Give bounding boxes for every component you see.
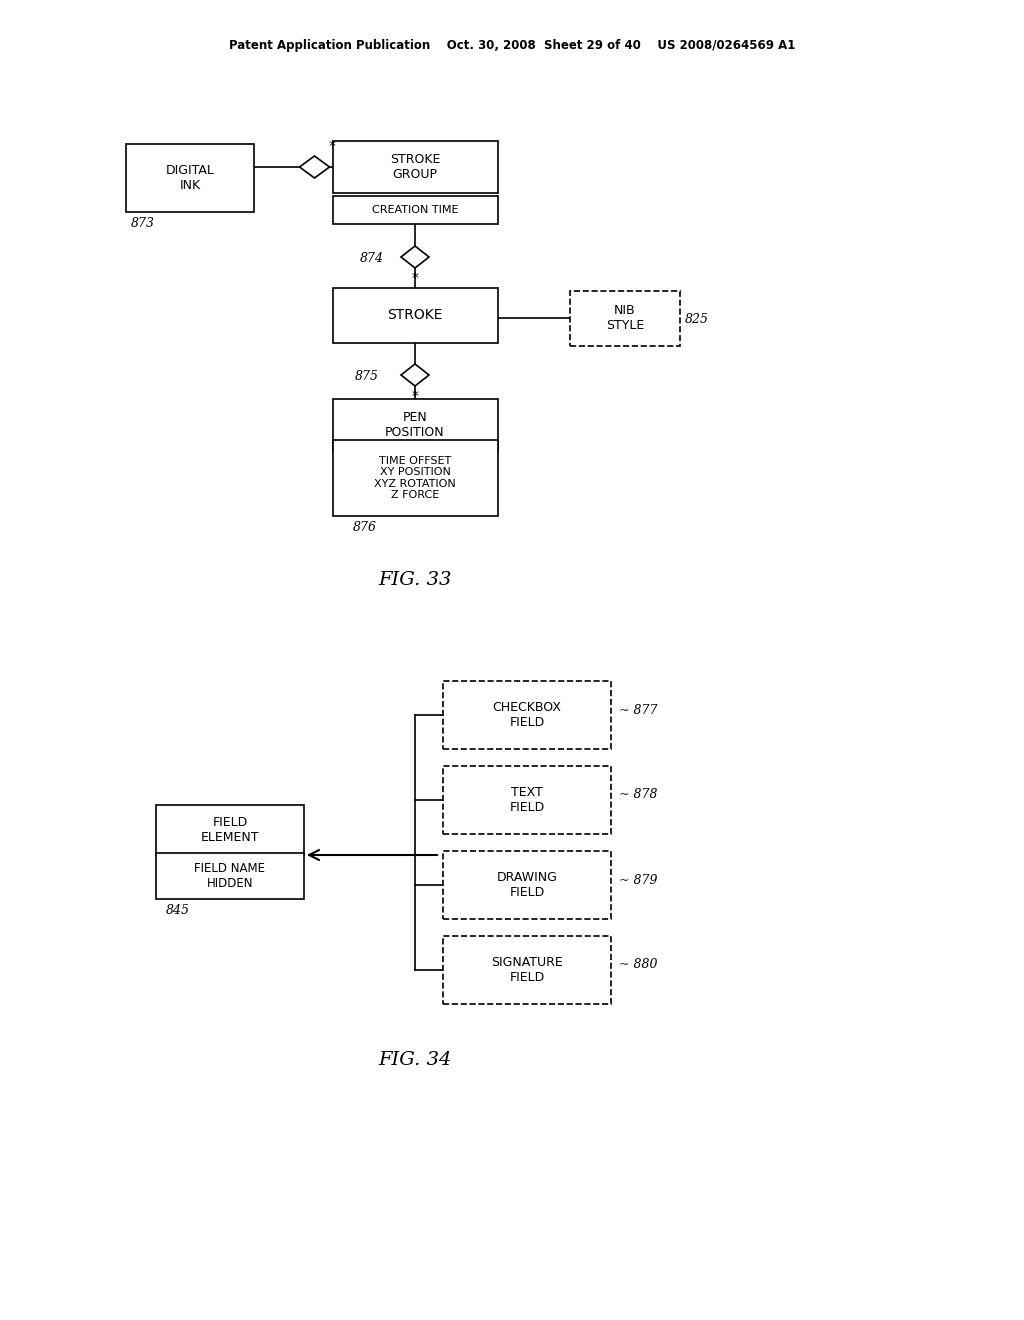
Text: FIELD
ELEMENT: FIELD ELEMENT [201, 816, 259, 843]
Bar [333, 141, 498, 193]
Bar [443, 766, 611, 834]
Text: *: * [412, 271, 419, 285]
Text: 873: 873 [131, 216, 155, 230]
Text: NIB
STYLE: NIB STYLE [606, 304, 644, 333]
Text: Patent Application Publication    Oct. 30, 2008  Sheet 29 of 40    US 2008/02645: Patent Application Publication Oct. 30, … [228, 38, 796, 51]
Text: SIGNATURE
FIELD: SIGNATURE FIELD [492, 956, 563, 983]
Text: TIME OFFSET
XY POSITION
XYZ ROTATION
Z FORCE: TIME OFFSET XY POSITION XYZ ROTATION Z F… [374, 455, 456, 500]
Text: 845: 845 [166, 904, 190, 917]
Text: DIGITAL
INK: DIGITAL INK [166, 164, 214, 191]
Text: PEN
POSITION: PEN POSITION [385, 411, 444, 440]
Text: ~ 879: ~ 879 [618, 874, 657, 887]
Text: FIG. 34: FIG. 34 [378, 1051, 452, 1069]
Text: FIELD NAME
HIDDEN: FIELD NAME HIDDEN [195, 862, 265, 890]
Bar [333, 440, 498, 516]
Bar [333, 399, 498, 451]
Text: DRAWING
FIELD: DRAWING FIELD [497, 871, 557, 899]
Text: ~ 878: ~ 878 [618, 788, 657, 801]
Text: STROKE: STROKE [387, 308, 442, 322]
Bar [333, 288, 498, 342]
Text: FIG. 33: FIG. 33 [378, 572, 452, 589]
Text: 874: 874 [360, 252, 384, 265]
Bar [156, 853, 304, 899]
Bar [126, 144, 254, 213]
Bar [156, 805, 304, 855]
Bar [333, 195, 498, 224]
Text: 825: 825 [685, 313, 709, 326]
Text: *: * [329, 139, 336, 153]
Bar [443, 851, 611, 919]
Text: ~ 877: ~ 877 [618, 704, 657, 717]
Text: CREATION TIME: CREATION TIME [372, 205, 459, 215]
Text: 875: 875 [355, 370, 379, 383]
Text: STROKE
GROUP: STROKE GROUP [390, 153, 440, 181]
Bar [443, 936, 611, 1005]
Text: CHECKBOX
FIELD: CHECKBOX FIELD [493, 701, 561, 729]
Text: 876: 876 [352, 521, 377, 535]
Bar [443, 681, 611, 748]
Text: ~ 880: ~ 880 [618, 958, 657, 972]
Bar [570, 290, 680, 346]
Text: TEXT
FIELD: TEXT FIELD [509, 785, 545, 814]
Text: *: * [412, 389, 419, 403]
